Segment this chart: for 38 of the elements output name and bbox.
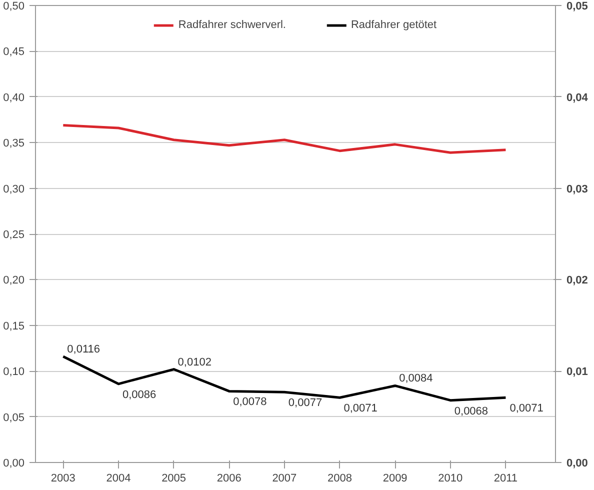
data-label: 0,0068 — [454, 405, 488, 418]
y-tick-label: 0,20 — [3, 274, 25, 287]
y-tick-label: 0,15 — [3, 320, 25, 332]
y2-tick-label: 0,02 — [566, 274, 588, 287]
data-label: 0,0071 — [344, 402, 378, 415]
data-label: 0,0102 — [178, 356, 212, 368]
y-tick-label: 0,50 — [3, 0, 25, 12]
x-tick-label: 2006 — [216, 472, 242, 484]
y2-tick-label: 0,00 — [566, 458, 588, 470]
x-tick-label: 2011 — [494, 472, 518, 484]
data-label: 0,0116 — [67, 343, 100, 356]
x-tick-label: 2008 — [328, 472, 352, 484]
x-tick-label: 2005 — [162, 472, 186, 484]
line-series — [62, 124, 507, 154]
y2-tick-label: 0,05 — [566, 0, 588, 12]
data-label: 0,0084 — [399, 372, 433, 385]
x-tick-label: 2007 — [272, 472, 297, 484]
y2-tick-label: 0,01 — [566, 366, 588, 378]
y-tick-label: 0,10 — [3, 366, 25, 378]
y-tick-label: 0,40 — [3, 92, 25, 104]
legend-label: Radfahrer schwerverl. — [178, 19, 286, 31]
y-tick-label: 0,45 — [3, 46, 25, 58]
data-label: 0,0077 — [288, 397, 322, 410]
data-label: 0,0078 — [233, 396, 267, 408]
y-tick-label: 0,00 — [3, 458, 25, 470]
y-tick-label: 0,30 — [3, 183, 25, 196]
y-tick-label: 0,05 — [3, 412, 25, 424]
x-tick-label: 2010 — [438, 472, 463, 484]
legend-label: Radfahrer getötet — [350, 19, 437, 31]
data-label: 0,0071 — [510, 402, 544, 415]
data-label: 0,0086 — [122, 388, 156, 401]
x-tick-label: 2003 — [50, 472, 76, 484]
y2-tick-label: 0,04 — [566, 92, 589, 104]
y-tick-label: 0,35 — [3, 138, 25, 150]
y2-tick-label: 0,03 — [566, 183, 588, 196]
y-tick-label: 0,25 — [3, 229, 25, 241]
x-tick-label: 2004 — [106, 472, 131, 484]
x-tick-label: 2009 — [382, 472, 408, 484]
